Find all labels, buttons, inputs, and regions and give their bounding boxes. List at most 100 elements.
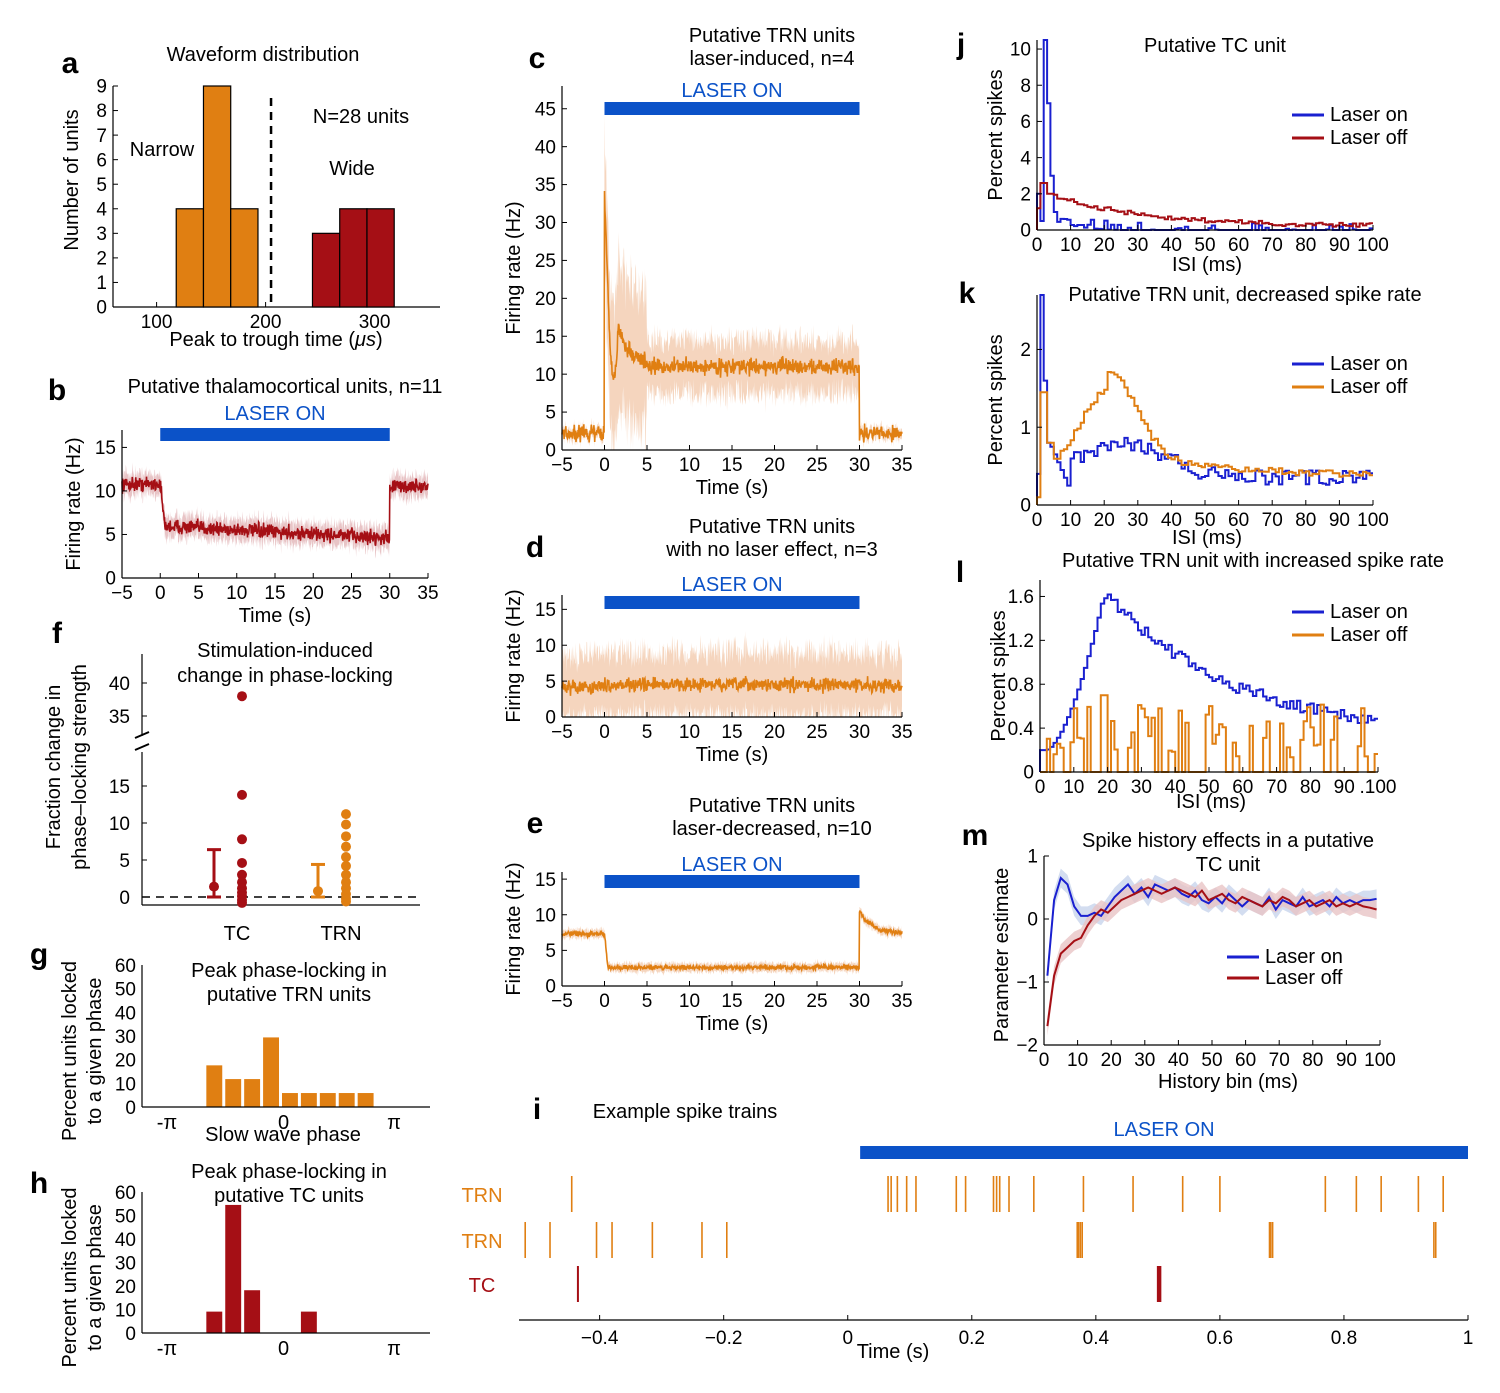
panel-c-y-tick-label: 20: [535, 289, 556, 310]
panel-g-y-tick-label: 20: [115, 1051, 136, 1072]
panel-e-laser-label: LASER ON: [681, 854, 782, 876]
panel-a-x-label-main: Peak to trough time (: [169, 329, 355, 351]
panel-a-narrow-label: Narrow: [130, 139, 195, 161]
panel-c-x-tick-label: 35: [891, 455, 912, 476]
panel-k-y-tick-label: 1: [1020, 418, 1031, 439]
panel-f-data-point: [237, 897, 247, 908]
panel-h-y-tick-label: 0: [125, 1324, 136, 1345]
panel-g-bar: [319, 1093, 336, 1107]
panel-k-series-0: [1036, 294, 1373, 505]
panel-m-x-tick-label: 50: [1201, 1050, 1222, 1071]
panel-b-confidence-band: [122, 462, 428, 559]
panel-f: 0 5 10 15 35 40 TC TRN Stimulation-induced change…: [43, 640, 420, 945]
panel-m-line-1: [1046, 886, 1377, 1027]
panel-c: −5 0 5 10 15 20 25 30 35051015202530354045LASER …: [503, 25, 913, 499]
panel-i-x-tick-label: −0.2: [705, 1328, 743, 1349]
panel-j-y-tick-label: 0: [1020, 221, 1031, 242]
panel-f-data-point: [341, 819, 351, 830]
panel-g-bar: [206, 1065, 223, 1107]
panel-m-x-tick-label: 40: [1168, 1050, 1189, 1071]
panel-c-x-label: Time (s): [696, 477, 769, 499]
panel-d-x-tick-label: 5: [642, 722, 653, 743]
panel-f-data-point: [341, 809, 351, 820]
panel-letter-h: h: [30, 1167, 48, 1200]
panel-m-x-tick-label: 30: [1134, 1050, 1155, 1071]
panel-l-x-tick-label: 0: [1035, 777, 1046, 798]
panel-f-title-line: change in phase-locking: [177, 665, 393, 687]
panel-l-x-tick-label: 10: [1063, 777, 1084, 798]
panel-h-title-line: Peak phase-locking in: [191, 1161, 387, 1183]
panel-b-series-line: [121, 476, 429, 546]
panel-h-x-tick-label: -π: [157, 1338, 177, 1360]
panel-j-legend-label: Laser off: [1330, 127, 1408, 149]
panel-l-x-tick-label: 90: [1334, 777, 1355, 798]
panel-a-y-tick-label: 3: [96, 224, 107, 245]
panel-f-data-point: [237, 857, 247, 868]
panel-g-y-label-line: Percent units locked: [59, 961, 81, 1141]
panel-c-x-tick-label: 30: [849, 455, 870, 476]
panel-c-x-tick-label: 20: [764, 455, 785, 476]
panel-d-y-label: Firing rate (Hz): [503, 589, 525, 722]
panel-j-x-tick-label: 20: [1094, 235, 1115, 256]
panel-m-x-tick-label: 0: [1039, 1050, 1050, 1071]
panel-g-bar: [338, 1093, 355, 1107]
panel-g-y-tick-label: 30: [115, 1027, 136, 1048]
panel-letter-i: i: [533, 1093, 541, 1126]
panel-d-x-tick-label: −5: [551, 722, 573, 743]
panel-j-x-tick-label: 100: [1357, 235, 1389, 256]
panel-e-x-label: Time (s): [696, 1013, 769, 1035]
panel-j-x-label: ISI (ms): [1172, 254, 1242, 276]
panel-g-x-label: Slow wave phase: [205, 1124, 361, 1146]
panel-h-y-tick-label: 30: [115, 1254, 136, 1275]
panel-g-x-tick-label: -π: [157, 1112, 177, 1134]
panel-e-title-line: Putative TRN units: [689, 795, 855, 817]
panel-b-x-tick-label: 35: [417, 583, 438, 604]
panel-m-y-tick-label: 1: [1027, 847, 1038, 868]
panel-b-x-tick-label: 15: [264, 583, 285, 604]
panel-a: 100 200 300 0 1 2 3 4 5 6 7 8 9 Waveform distribution…: [61, 44, 440, 351]
panel-m-x-tick-label: 10: [1067, 1050, 1088, 1071]
panel-letter-m: m: [962, 819, 989, 852]
panel-h-x-tick-label: 0: [278, 1338, 289, 1360]
panel-l-title: Putative TRN unit with increased spike r…: [1062, 550, 1444, 572]
panel-l-x-tick-label: 70: [1266, 777, 1287, 798]
panel-letter-j: j: [956, 28, 965, 61]
panel-c-y-tick-label: 10: [535, 365, 556, 386]
panel-j-x-tick-label: 10: [1060, 235, 1081, 256]
panel-i-x-tick-label: 0.2: [959, 1328, 985, 1349]
panel-d-laser-label: LASER ON: [681, 574, 782, 596]
panel-j-x-tick-label: 50: [1194, 235, 1215, 256]
panel-m-x-tick-label: 60: [1235, 1050, 1256, 1071]
panel-g-y-tick-label: 40: [115, 1003, 136, 1024]
panel-i-title: Example spike trains: [593, 1101, 778, 1123]
panel-k: 0 10 20 30 40 50 60 70 80 90 100 0 1 2 Putative TRN un…: [985, 284, 1422, 549]
panel-e-y-tick-label: 5: [545, 941, 556, 962]
panel-j-y-label: Percent spikes: [985, 69, 1007, 200]
panel-letter-k: k: [959, 277, 976, 310]
panel-a-y-tick-label: 9: [96, 77, 107, 98]
panel-c-x-tick-label: 25: [806, 455, 827, 476]
panel-m-x-tick-label: 80: [1302, 1050, 1323, 1071]
panel-i-x-tick-label: 0.4: [1083, 1328, 1110, 1349]
panel-a-y-tick-label: 6: [96, 150, 107, 171]
panel-b-y-tick-label: 10: [95, 482, 116, 503]
panel-letter-l: l: [956, 556, 964, 589]
panel-e-x-tick-label: 15: [721, 991, 742, 1012]
panel-g-y-tick-label: 10: [115, 1074, 136, 1095]
panel-m-x-tick-label: 20: [1101, 1050, 1122, 1071]
panel-a-y-tick-label: 7: [96, 126, 107, 147]
panel-m-x-label: History bin (ms): [1158, 1071, 1298, 1093]
panel-m-legend-label: Laser off: [1265, 967, 1343, 989]
panel-d-x-tick-label: 25: [806, 722, 827, 743]
panel-k-x-tick-label: 50: [1194, 510, 1215, 531]
panel-k-x-tick-label: 40: [1161, 510, 1182, 531]
panel-f-y-tick-label: 40: [109, 674, 130, 695]
panel-a-bar: [339, 208, 368, 308]
panel-l-x-tick-label: 30: [1131, 777, 1152, 798]
panel-c-x-tick-label: 5: [642, 455, 653, 476]
panel-l-y-tick-label: 0: [1023, 763, 1034, 784]
panel-c-y-label: Firing rate (Hz): [503, 201, 525, 334]
panel-k-x-tick-label: 20: [1094, 510, 1115, 531]
panel-i-x-tick-label: −0.4: [581, 1328, 619, 1349]
